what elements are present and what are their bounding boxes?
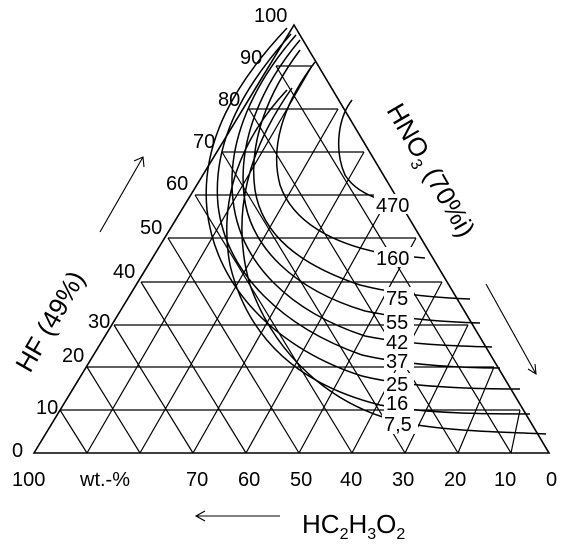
hf-tick-20: 20 [62,345,84,367]
hf-tick-10: 10 [36,397,58,419]
curve-55 [242,39,481,324]
acetic-direction-arrow [194,510,280,522]
hf-tick-0: 0 [12,440,23,462]
acetic-tick-labels: 100 wt.-% 70 60 50 40 30 20 10 0 [12,469,557,491]
contour-label-160: 160 [376,248,409,270]
curve-7-5 [241,87,547,435]
contour-label-75: 75 [386,288,408,310]
hf-tick-30: 30 [88,311,110,333]
hf-tick-80: 80 [218,89,240,111]
bottom-tick-0: 0 [546,469,557,491]
contour-label-16: 16 [386,393,408,415]
hf-tick-labels: 0 10 20 30 40 50 60 70 80 90 100 [12,5,287,462]
hf-tick-100: 100 [254,5,287,27]
contour-label-55: 55 [386,312,408,334]
bottom-tick-30: 30 [392,469,414,491]
acetic-axis-title: HC2H3O2 [302,509,405,543]
bottom-tick-70: 70 [186,469,208,491]
bottom-tick-60: 60 [238,469,260,491]
hf-tick-40: 40 [113,261,135,283]
contour-label-37: 37 [386,351,408,373]
hf-direction-arrow [99,156,145,233]
curve-42 [231,34,493,348]
contour-label-470: 470 [376,195,409,217]
hf-tick-50: 50 [140,217,162,239]
bottom-tick-40: 40 [340,469,362,491]
hf-tick-90: 90 [240,47,262,69]
hf-tick-60: 60 [166,173,188,195]
bottom-tick-10: 10 [494,469,516,491]
hno3-axis-title: HNO3 (70%i) [377,98,481,244]
curve-160 [275,61,426,259]
curve-16 [226,89,531,415]
units-label: wt.-% [79,469,130,491]
bottom-tick-100: 100 [12,469,45,491]
contour-label-25: 25 [386,374,408,396]
contour-label-42: 42 [386,332,408,354]
curve-37 [216,33,501,369]
hno3-direction-arrow [485,283,537,376]
bottom-tick-50: 50 [290,469,312,491]
bottom-tick-20: 20 [444,469,466,491]
curve-25 [205,27,521,390]
contour-labels: 470 160 75 55 42 37 25 16 7,5 [374,194,418,436]
contour-label-7-5: 7,5 [384,414,412,436]
ternary-frame [32,23,551,454]
hf-tick-70: 70 [193,131,215,153]
